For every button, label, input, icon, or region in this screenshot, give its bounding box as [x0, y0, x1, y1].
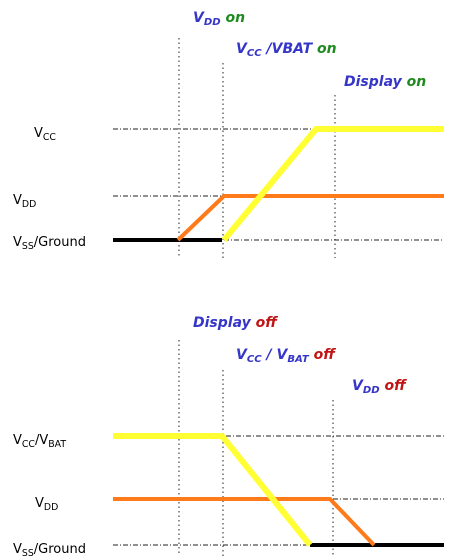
annotation-vdd-on: VDD on	[193, 10, 245, 28]
label-fragment: V	[236, 347, 248, 363]
annotation-display-off: Display off	[193, 315, 278, 331]
annotation-vcc-vbat-on: VCC /VBAT on	[236, 41, 337, 59]
label-fragment: off	[380, 378, 407, 394]
label-fragment: CC	[247, 354, 262, 365]
power-on-section: VDD on VCC /VBAT on Display on VCC VDD V…	[13, 10, 444, 258]
label-fragment: CC	[22, 439, 36, 450]
label-fragment: V	[193, 10, 205, 26]
label-fragment: on	[402, 74, 426, 90]
vcc-vbat-trace-off	[113, 433, 313, 547]
label-fragment: /Ground	[34, 235, 86, 250]
label-fragment: Display	[193, 315, 252, 331]
rail-label-vss-ground-off: VSS/Ground	[13, 542, 86, 559]
label-fragment: on	[312, 41, 336, 57]
rail-label-vdd-off: VDD	[35, 496, 58, 513]
label-fragment: /Ground	[34, 542, 86, 557]
label-fragment: SS	[22, 241, 34, 252]
label-fragment: V	[13, 433, 22, 448]
label-fragment: SS	[22, 548, 34, 559]
label-fragment: CC	[247, 48, 262, 59]
label-fragment: V	[13, 193, 22, 208]
label-fragment: /V	[35, 433, 48, 448]
vdd-trace	[176, 194, 444, 242]
vdd-trace-off	[113, 497, 376, 547]
label-fragment: on	[221, 10, 245, 26]
annotation-display-on: Display on	[344, 74, 426, 90]
label-fragment: V	[34, 126, 43, 141]
annotation-vdd-off: VDD off	[352, 378, 407, 396]
label-fragment: DD	[44, 502, 58, 513]
power-off-section: Display off VCC / VBAT off VDD off VCC/V…	[13, 315, 444, 559]
label-fragment: DD	[22, 199, 36, 210]
label-fragment: DD	[363, 385, 380, 396]
label-fragment: CC	[43, 132, 57, 143]
vcc-trace	[221, 126, 444, 242]
label-fragment: BAT	[287, 354, 310, 365]
label-fragment: / V	[262, 347, 289, 363]
label-fragment: V	[236, 41, 248, 57]
rail-label-vss-ground: VSS/Ground	[13, 235, 86, 252]
rail-label-vdd: VDD	[13, 193, 36, 210]
label-fragment: Display	[344, 74, 403, 90]
label-fragment: V	[35, 496, 44, 511]
label-fragment: V	[13, 542, 22, 557]
label-fragment: V	[352, 378, 364, 394]
label-fragment: off	[251, 315, 278, 331]
label-fragment: V	[13, 235, 22, 250]
label-fragment: DD	[204, 17, 221, 28]
annotation-vcc-vbat-off: VCC / VBAT off	[236, 347, 336, 365]
label-fragment: off	[309, 347, 336, 363]
label-fragment: /VBAT	[262, 41, 314, 57]
rail-label-vcc-vbat: VCC/VBAT	[13, 433, 66, 450]
rail-label-vcc: VCC	[34, 126, 56, 143]
label-fragment: BAT	[48, 439, 66, 450]
